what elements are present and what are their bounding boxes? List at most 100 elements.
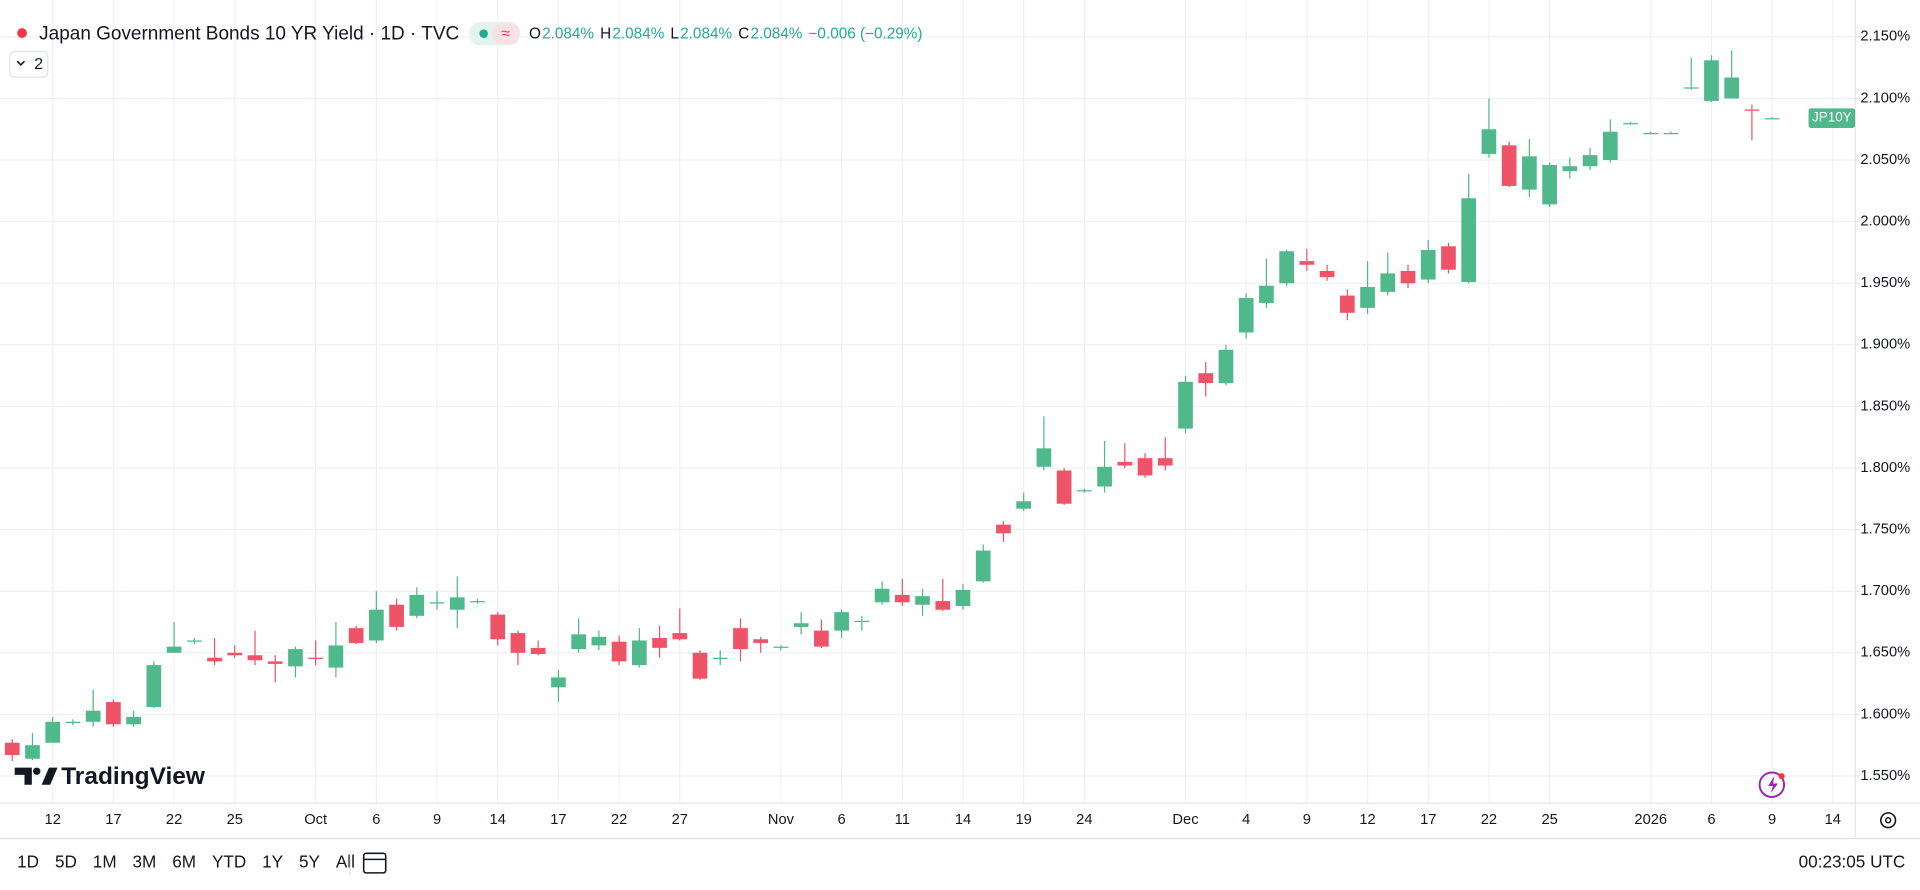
candle-body — [551, 677, 566, 688]
candle-body — [1036, 448, 1052, 467]
candle-body — [247, 655, 263, 661]
range-button[interactable]: 5D — [55, 852, 77, 872]
ohlc-key: H — [600, 25, 611, 42]
indicator-toggle[interactable] — [9, 50, 49, 78]
range-button[interactable]: 3M — [133, 852, 157, 872]
x-tick-label: 4 — [1242, 812, 1250, 828]
candle-body — [611, 641, 627, 662]
candle-body — [510, 633, 526, 653]
range-button[interactable]: 1Y — [262, 852, 284, 872]
candle-body — [1461, 198, 1477, 283]
x-tick-label: Oct — [304, 812, 327, 828]
candle-body — [692, 652, 708, 679]
range-button[interactable]: 1D — [17, 852, 39, 872]
candle-body — [1198, 373, 1214, 384]
candle-body — [25, 745, 40, 759]
candle-body — [227, 652, 243, 656]
ohlc-value: 2.084% — [542, 25, 594, 42]
candle-body — [1623, 123, 1638, 125]
candle-body — [1178, 381, 1193, 429]
candle-body — [753, 639, 769, 643]
candle-body — [1582, 155, 1598, 167]
candle-body — [1704, 60, 1719, 101]
calendar-icon — [362, 852, 387, 874]
candle-body — [1360, 286, 1375, 308]
candle-body — [1077, 490, 1092, 492]
logo-text: TradingView — [61, 763, 206, 790]
y-tick-label: 2.000% — [1860, 214, 1910, 230]
range-button[interactable]: 6M — [172, 852, 196, 872]
candle-body — [1137, 458, 1153, 476]
x-tick-label: 12 — [1359, 812, 1375, 828]
date-range-button[interactable] — [362, 852, 387, 874]
candle-body — [793, 623, 809, 627]
candle-body — [1522, 156, 1537, 190]
candle-body — [975, 550, 991, 582]
candle-body — [1683, 87, 1699, 89]
candle-body — [85, 710, 101, 722]
candle-body — [1279, 251, 1294, 284]
y-tick-label: 2.150% — [1860, 29, 1910, 45]
alert-icon[interactable] — [1758, 771, 1786, 798]
candle-body — [652, 638, 667, 648]
ohlc-legend: O 2.084% H 2.084% L 2.084% C 2.084% −0.006 (−0.2… — [529, 25, 923, 42]
logo-mark — [14, 767, 32, 785]
candle-body — [1299, 261, 1315, 265]
range-button[interactable]: 5Y — [299, 852, 321, 872]
range-button[interactable]: YTD — [212, 852, 246, 872]
x-tick-label: 22 — [611, 812, 627, 828]
candle-body — [1319, 270, 1335, 278]
candle-body — [1400, 270, 1416, 284]
price-tag — [1808, 108, 1856, 128]
y-tick-label: 1.750% — [1860, 521, 1910, 537]
candle-body — [348, 628, 364, 643]
plot-area — [0, 0, 1856, 804]
settings-icon[interactable] — [1880, 812, 1897, 829]
x-tick-label: 6 — [372, 812, 380, 828]
candle-body — [1643, 132, 1659, 135]
range-button[interactable]: 1M — [93, 852, 117, 872]
candle-body — [814, 630, 829, 647]
settings-icon-core — [1884, 817, 1892, 824]
x-tick-label: 6 — [838, 812, 846, 828]
candle-body — [1117, 461, 1133, 466]
candle-body — [308, 657, 324, 659]
candle-body — [1218, 349, 1234, 384]
delay-pill[interactable] — [492, 23, 520, 45]
alert-dot — [1778, 773, 1785, 780]
x-tick-label: 2026 — [1634, 812, 1667, 828]
candle-body — [1724, 77, 1740, 99]
candle-body — [996, 524, 1011, 534]
symbol-title: Japan Government Bonds 10 YR Yield · 1D … — [39, 23, 459, 44]
candle-body — [712, 657, 728, 659]
candle-body — [106, 702, 121, 725]
logo-mark — [33, 767, 41, 775]
y-tick-label: 1.600% — [1860, 706, 1910, 722]
candle-body — [915, 596, 930, 605]
candle-body — [874, 588, 890, 603]
y-tick-label: 1.950% — [1860, 275, 1910, 291]
alert-bolt — [1768, 776, 1778, 794]
candle-body — [267, 661, 283, 664]
logo-mark — [41, 767, 58, 785]
candle-body — [1339, 295, 1355, 313]
candle-body — [1380, 273, 1396, 292]
x-tick-label: 9 — [1303, 812, 1311, 828]
x-tick-label: 17 — [550, 812, 566, 828]
candle-body — [1501, 145, 1517, 186]
candle-body — [1097, 466, 1112, 487]
x-tick-label: 14 — [955, 812, 971, 828]
range-button[interactable]: All — [336, 852, 355, 872]
candle-body — [591, 636, 607, 646]
indicator-count: 2 — [34, 56, 43, 73]
candle-body — [409, 594, 425, 616]
candle-body — [631, 640, 647, 666]
candle-body — [1016, 501, 1032, 509]
candle-body — [1744, 109, 1760, 111]
candle-body — [1056, 470, 1072, 504]
x-tick-label: 17 — [1420, 812, 1436, 828]
candle-body — [490, 614, 506, 640]
x-tick-label: 24 — [1076, 812, 1092, 828]
